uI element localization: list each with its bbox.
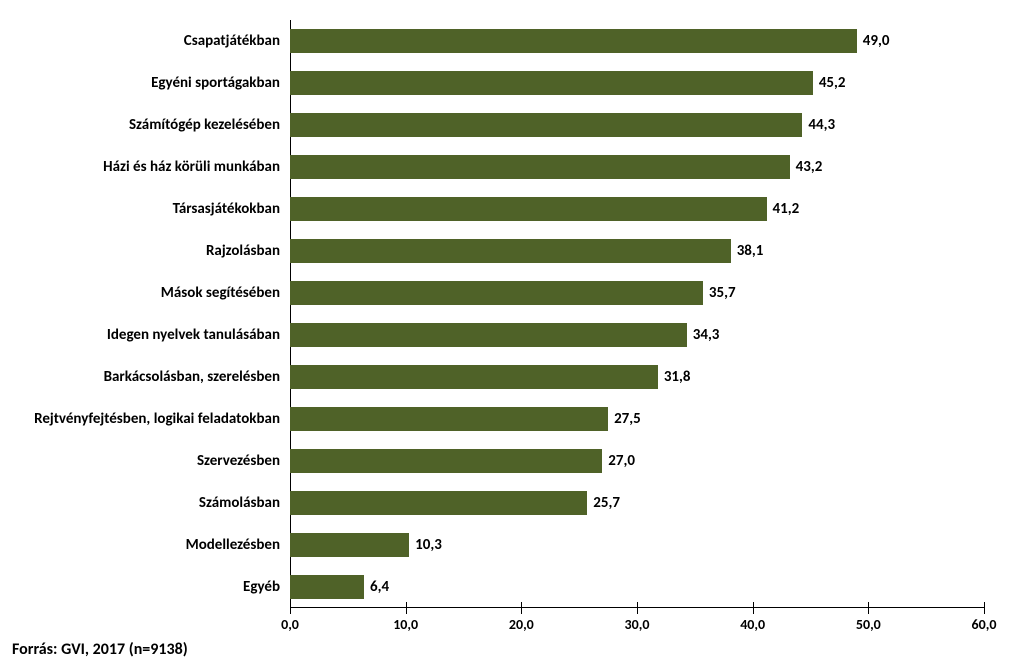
- bar-row: Rejtvényfejtésben, logikai feladatokban 2…: [10, 398, 994, 440]
- bar: [290, 197, 767, 221]
- plot-cell: 6,4: [290, 566, 994, 608]
- bar: [290, 365, 658, 389]
- category-label: Rejtvényfejtésben, logikai feladatokban: [10, 411, 290, 428]
- category-label: Mások segítésében: [10, 285, 290, 302]
- value-label: 41,2: [773, 200, 800, 218]
- bar-row: Csapatjátékban 49,0: [10, 20, 994, 62]
- category-label: Modellezésben: [10, 537, 290, 554]
- bar-row: Számolásban 25,7: [10, 482, 994, 524]
- bar: [290, 491, 587, 515]
- bar-row: Modellezésben 10,3: [10, 524, 994, 566]
- plot-cell: 41,2: [290, 188, 994, 230]
- bar: [290, 155, 790, 179]
- value-label: 38,1: [737, 242, 764, 260]
- plot-cell: 44,3: [290, 104, 994, 146]
- plot-cell: 35,7: [290, 272, 994, 314]
- bar-row: Idegen nyelvek tanulásában 34,3: [10, 314, 994, 356]
- plot-cell: 27,0: [290, 440, 994, 482]
- x-tick: [637, 608, 638, 614]
- bar: [290, 533, 409, 557]
- category-label: Számítógép kezelésében: [10, 117, 290, 134]
- value-label: 31,8: [664, 368, 691, 386]
- plot-cell: 45,2: [290, 62, 994, 104]
- plot-cell: 25,7: [290, 482, 994, 524]
- value-label: 6,4: [370, 578, 389, 596]
- x-tick: [753, 608, 754, 614]
- category-label: Házi és ház körüli munkában: [10, 159, 290, 176]
- bar-row: Rajzolásban 38,1: [10, 230, 994, 272]
- bar: [290, 71, 813, 95]
- value-label: 25,7: [593, 494, 620, 512]
- x-tick: [290, 608, 291, 614]
- plot-cell: 31,8: [290, 356, 994, 398]
- x-tick: [984, 608, 985, 614]
- category-label: Csapatjátékban: [10, 33, 290, 50]
- plot-cell: 34,3: [290, 314, 994, 356]
- x-tick-label: 40,0: [740, 616, 765, 633]
- category-label: Társasjátékokban: [10, 201, 290, 218]
- bar: [290, 407, 608, 431]
- bar: [290, 575, 364, 599]
- value-label: 27,0: [608, 452, 635, 470]
- bar: [290, 449, 602, 473]
- category-label: Szervezésben: [10, 453, 290, 470]
- bar: [290, 323, 687, 347]
- source-text: Forrás: GVI, 2017 (n=9138): [12, 640, 188, 659]
- x-tick: [406, 608, 407, 614]
- category-label: Rajzolásban: [10, 243, 290, 260]
- plot-cell: 27,5: [290, 398, 994, 440]
- category-label: Egyéb: [10, 579, 290, 596]
- value-label: 43,2: [796, 158, 823, 176]
- bar: [290, 113, 802, 137]
- x-tick: [868, 608, 869, 614]
- category-label: Számolásban: [10, 495, 290, 512]
- bar-row: Szervezésben 27,0: [10, 440, 994, 482]
- bar-row: Barkácsolásban, szerelésben 31,8: [10, 356, 994, 398]
- bar-row: Egyéb 6,4: [10, 566, 994, 608]
- bar-row: Számítógép kezelésében 44,3: [10, 104, 994, 146]
- bar-row: Társasjátékokban 41,2: [10, 188, 994, 230]
- plot-cell: 10,3: [290, 524, 994, 566]
- bar: [290, 29, 857, 53]
- value-label: 35,7: [709, 284, 736, 302]
- category-label: Idegen nyelvek tanulásában: [10, 327, 290, 344]
- value-label: 10,3: [415, 536, 442, 554]
- x-tick-label: 20,0: [509, 616, 534, 633]
- value-label: 45,2: [819, 74, 846, 92]
- plot-cell: 49,0: [290, 20, 994, 62]
- bar-row: Házi és ház körüli munkában 43,2: [10, 146, 994, 188]
- x-tick: [521, 608, 522, 614]
- bar: [290, 281, 703, 305]
- value-label: 27,5: [614, 410, 641, 428]
- x-tick-label: 60,0: [972, 616, 997, 633]
- bar: [290, 239, 731, 263]
- bars-area: Csapatjátékban 49,0 Egyéni sportágakban 45,…: [10, 20, 994, 608]
- value-label: 49,0: [863, 32, 890, 50]
- category-label: Barkácsolásban, szerelésben: [10, 369, 290, 386]
- x-tick-label: 30,0: [625, 616, 650, 633]
- category-label: Egyéni sportágakban: [10, 75, 290, 92]
- plot-cell: 38,1: [290, 230, 994, 272]
- chart-container: Csapatjátékban 49,0 Egyéni sportágakban 45,…: [0, 0, 1024, 669]
- x-tick-label: 10,0: [393, 616, 418, 633]
- x-tick-label: 0,0: [281, 616, 299, 633]
- bar-row: Mások segítésében 35,7: [10, 272, 994, 314]
- value-label: 34,3: [693, 326, 720, 344]
- x-tick-label: 50,0: [856, 616, 881, 633]
- plot-cell: 43,2: [290, 146, 994, 188]
- value-label: 44,3: [808, 116, 835, 134]
- bar-row: Egyéni sportágakban 45,2: [10, 62, 994, 104]
